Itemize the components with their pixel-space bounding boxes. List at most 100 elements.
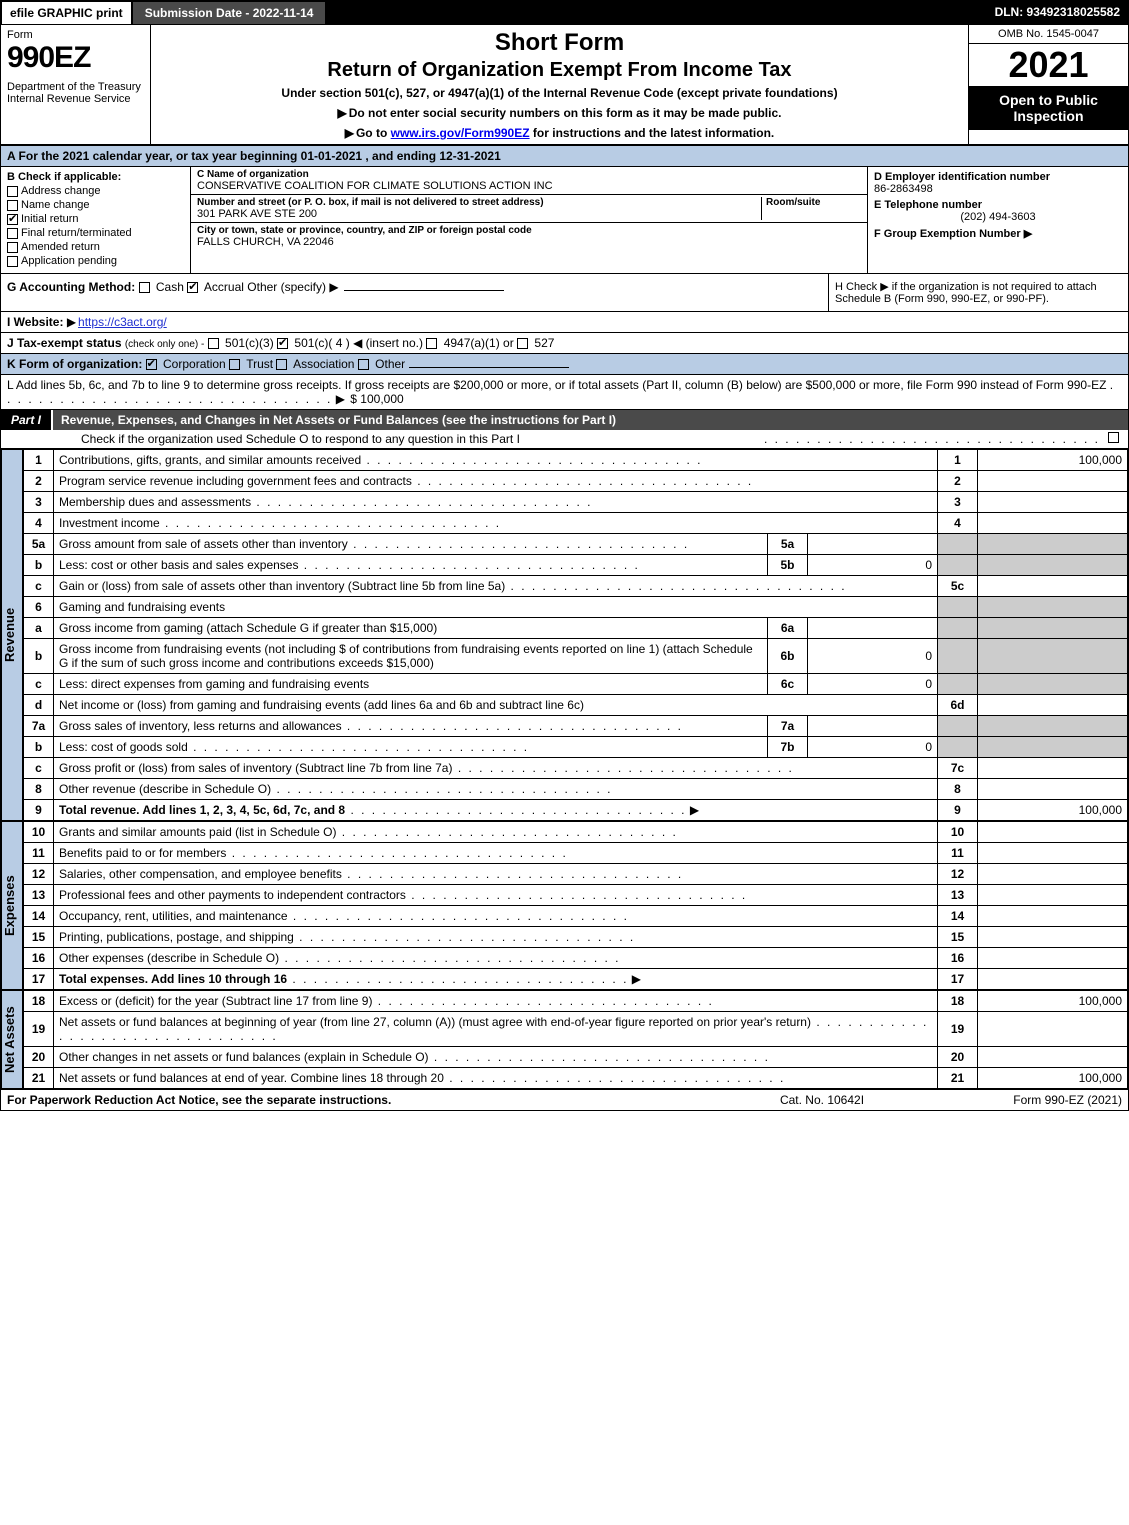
row-k: K Form of organization: Corporation Trus… <box>1 354 1128 375</box>
checkbox-icon[interactable] <box>139 282 150 293</box>
g-accrual: Accrual <box>204 280 244 294</box>
table-row: bLess: cost of goods sold7b0 <box>24 737 1128 758</box>
checkbox-icon[interactable] <box>7 186 18 197</box>
footer-left: For Paperwork Reduction Act Notice, see … <box>7 1093 722 1107</box>
checkbox-icon[interactable] <box>358 359 369 370</box>
efile-label: efile GRAPHIC print <box>1 1 132 25</box>
j-label: J Tax-exempt status <box>7 336 122 350</box>
tax-year: 2021 <box>969 44 1128 86</box>
checkbox-icon[interactable] <box>426 338 437 349</box>
checkbox-icon[interactable] <box>277 338 288 349</box>
l-text: L Add lines 5b, 6c, and 7b to line 9 to … <box>7 378 1106 392</box>
header-left: Form 990EZ Department of the Treasury In… <box>1 25 151 144</box>
checkbox-icon[interactable] <box>7 242 18 253</box>
header-mid: Short Form Return of Organization Exempt… <box>151 25 968 144</box>
table-row: bLess: cost or other basis and sales exp… <box>24 555 1128 576</box>
ein-label: D Employer identification number <box>874 171 1122 183</box>
org-name: CONSERVATIVE COALITION FOR CLIMATE SOLUT… <box>197 180 861 192</box>
table-row: 5aGross amount from sale of assets other… <box>24 534 1128 555</box>
g-accounting: G Accounting Method: Cash Accrual Other … <box>1 274 828 311</box>
part-check-row: Check if the organization used Schedule … <box>1 430 1128 449</box>
arrow-icon <box>1024 228 1034 240</box>
table-row: 15Printing, publications, postage, and s… <box>24 927 1128 948</box>
table-row: 1Contributions, gifts, grants, and simil… <box>24 450 1128 471</box>
table-row: cGross profit or (loss) from sales of in… <box>24 758 1128 779</box>
checkbox-icon[interactable] <box>146 359 157 370</box>
table-row: 17Total expenses. Add lines 10 through 1… <box>24 969 1128 990</box>
title-1: Short Form <box>159 29 960 57</box>
g-cash: Cash <box>156 280 184 294</box>
checkbox-icon[interactable] <box>7 200 18 211</box>
table-row: bGross income from fundraising events (n… <box>24 639 1128 674</box>
table-row: 20Other changes in net assets or fund ba… <box>24 1047 1128 1068</box>
footer-mid: Cat. No. 10642I <box>722 1093 922 1107</box>
table-row: 3Membership dues and assessments3 <box>24 492 1128 513</box>
table-row: 13Professional fees and other payments t… <box>24 885 1128 906</box>
section-bcd: B Check if applicable: Address change Na… <box>1 167 1128 274</box>
table-row: cLess: direct expenses from gaming and f… <box>24 674 1128 695</box>
expenses-section: Expenses 10Grants and similar amounts pa… <box>1 821 1128 990</box>
chk-application-pending: Application pending <box>7 255 184 267</box>
arrow-icon <box>329 280 340 294</box>
table-row: 18Excess or (deficit) for the year (Subt… <box>24 991 1128 1012</box>
city: FALLS CHURCH, VA 22046 <box>197 236 861 248</box>
table-row: 11Benefits paid to or for members11 <box>24 843 1128 864</box>
org-name-label: C Name of organization <box>197 169 861 180</box>
other-underline <box>344 290 504 291</box>
part-title: Revenue, Expenses, and Changes in Net As… <box>53 410 1128 430</box>
section-gh: G Accounting Method: Cash Accrual Other … <box>1 274 1128 312</box>
other-underline <box>409 367 569 368</box>
arrow-icon <box>345 126 356 140</box>
irs-link[interactable]: www.irs.gov/Form990EZ <box>391 126 530 140</box>
netassets-table: 18Excess or (deficit) for the year (Subt… <box>23 990 1128 1089</box>
chk-initial-return: Initial return <box>7 213 184 225</box>
j-sub: (check only one) - <box>125 339 204 350</box>
phone: (202) 494-3603 <box>874 211 1122 223</box>
revenue-table: 1Contributions, gifts, grants, and simil… <box>23 449 1128 821</box>
title-2: Return of Organization Exempt From Incom… <box>159 59 960 82</box>
chk-address-change: Address change <box>7 185 184 197</box>
checkbox-icon[interactable] <box>7 228 18 239</box>
street: 301 PARK AVE STE 200 <box>197 208 761 220</box>
table-row: aGross income from gaming (attach Schedu… <box>24 618 1128 639</box>
chk-name-change: Name change <box>7 199 184 211</box>
g-label: G Accounting Method: <box>7 280 135 294</box>
footer-right: Form 990-EZ (2021) <box>922 1093 1122 1107</box>
section-def: D Employer identification number 86-2863… <box>868 167 1128 273</box>
table-row: 9Total revenue. Add lines 1, 2, 3, 4, 5c… <box>24 800 1128 821</box>
checkbox-icon[interactable] <box>187 282 198 293</box>
expenses-table: 10Grants and similar amounts paid (list … <box>23 821 1128 990</box>
city-row: City or town, state or province, country… <box>191 223 867 250</box>
table-row: 16Other expenses (describe in Schedule O… <box>24 948 1128 969</box>
arrow-icon <box>336 392 347 406</box>
table-row: 6Gaming and fundraising events <box>24 597 1128 618</box>
revenue-side-label: Revenue <box>1 449 23 821</box>
checkbox-icon[interactable] <box>208 338 219 349</box>
dln: DLN: 93492318025582 <box>987 1 1128 25</box>
street-row: Number and street (or P. O. box, if mail… <box>191 195 867 223</box>
checkbox-icon[interactable] <box>229 359 240 370</box>
checkbox-icon[interactable] <box>1108 432 1119 443</box>
chk-amended: Amended return <box>7 241 184 253</box>
website-link[interactable]: https://c3act.org/ <box>78 315 167 329</box>
top-bar: efile GRAPHIC print Submission Date - 20… <box>1 1 1128 25</box>
form-number: 990EZ <box>7 41 144 75</box>
expenses-side-label: Expenses <box>1 821 23 990</box>
l-amount: $ 100,000 <box>350 392 403 406</box>
arrow-icon <box>67 315 78 329</box>
city-label: City or town, state or province, country… <box>197 225 861 236</box>
part-tag: Part I <box>1 410 53 430</box>
checkbox-icon[interactable] <box>276 359 287 370</box>
checkbox-icon[interactable] <box>7 256 18 267</box>
checkbox-icon[interactable] <box>7 214 18 225</box>
table-row: 2Program service revenue including gover… <box>24 471 1128 492</box>
table-row: 14Occupancy, rent, utilities, and mainte… <box>24 906 1128 927</box>
footer: For Paperwork Reduction Act Notice, see … <box>1 1089 1128 1110</box>
room-label: Room/suite <box>766 197 861 208</box>
form-word: Form <box>7 29 144 41</box>
checkbox-icon[interactable] <box>517 338 528 349</box>
department: Department of the Treasury Internal Reve… <box>7 81 144 105</box>
row-j: J Tax-exempt status (check only one) - 5… <box>1 333 1128 354</box>
h-check: H Check ▶ if the organization is not req… <box>828 274 1128 311</box>
street-label: Number and street (or P. O. box, if mail… <box>197 197 761 208</box>
